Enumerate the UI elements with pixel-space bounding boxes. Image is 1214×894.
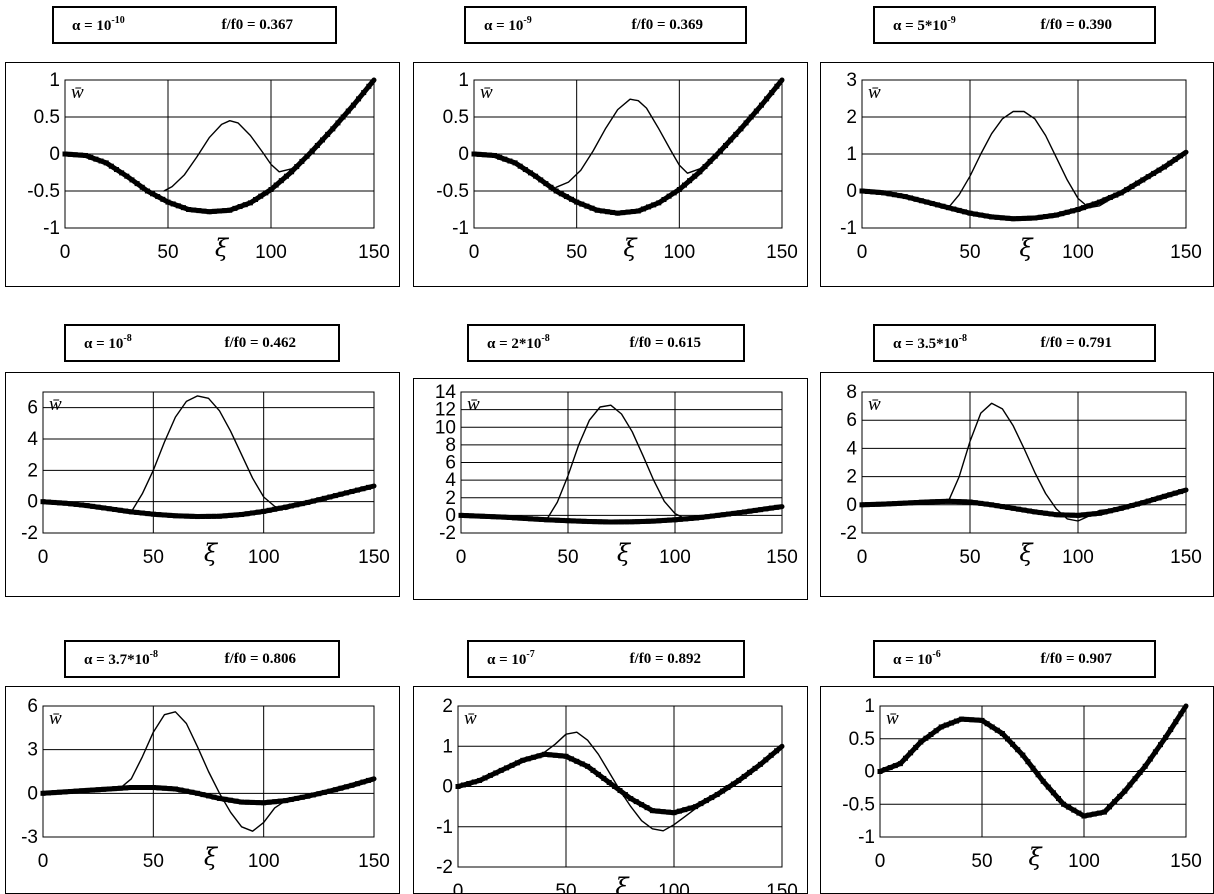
frequency-ratio-label: f/f0 = 0.390 [1040,16,1112,33]
alpha-label: α = 5*10-9 [893,14,956,35]
chart-frame [413,62,808,287]
chart-title-box: α = 10-9 f/f0 = 0.369 [464,6,747,44]
chart-frame [5,372,400,597]
chart-title-box: α = 10-10 f/f0 = 0.367 [52,6,337,44]
alpha-base: α = 10 [484,17,524,34]
chart-frame [820,686,1214,894]
alpha-label: α = 3.5*10-8 [893,332,968,353]
alpha-base: α = 3.7*10 [84,651,150,668]
chart-title-box: α = 10-8 f/f0 = 0.462 [64,324,340,362]
chart-title-box: α = 10-6 f/f0 = 0.907 [873,640,1156,678]
alpha-label: α = 10-9 [484,14,532,35]
frequency-ratio-label: f/f0 = 0.615 [629,334,701,351]
alpha-base: α = 2*10 [487,335,542,352]
chart-title-box: α = 2*10-8 f/f0 = 0.615 [467,324,745,362]
chart-frame [5,686,400,894]
alpha-base: α = 10 [893,651,933,668]
frequency-ratio-label: f/f0 = 0.369 [631,16,703,33]
chart-frame [820,62,1214,287]
alpha-exponent: -7 [526,648,535,660]
alpha-exponent: -6 [932,648,941,660]
frequency-ratio-label: f/f0 = 0.907 [1040,650,1112,667]
alpha-label: α = 2*10-8 [487,332,550,353]
chart-frame [820,372,1214,597]
frequency-ratio-label: f/f0 = 0.806 [224,650,296,667]
chart-title-box: α = 3.5*10-8 f/f0 = 0.791 [873,324,1156,362]
alpha-exponent: -9 [523,14,532,26]
alpha-exponent: -10 [111,14,125,26]
alpha-base: α = 10 [72,17,112,34]
frequency-ratio-label: f/f0 = 0.462 [224,334,296,351]
alpha-label: α = 10-8 [84,332,132,353]
chart-frame [413,686,808,894]
chart-title-box: α = 3.7*10-8 f/f0 = 0.806 [64,640,340,678]
alpha-exponent: -8 [541,332,550,344]
alpha-exponent: -8 [958,332,968,344]
alpha-exponent: -8 [123,332,132,344]
alpha-label: α = 10-10 [72,14,125,35]
chart-frame [5,62,400,287]
alpha-base: α = 3.5*10 [893,335,959,352]
chart-title-box: α = 5*10-9 f/f0 = 0.390 [873,6,1156,44]
chart-frame [413,378,808,600]
frequency-ratio-label: f/f0 = 0.791 [1040,334,1112,351]
frequency-ratio-label: f/f0 = 0.892 [629,650,701,667]
frequency-ratio-label: f/f0 = 0.367 [221,16,293,33]
chart-title-box: α = 10-7 f/f0 = 0.892 [467,640,745,678]
alpha-exponent: -8 [149,648,159,660]
alpha-label: α = 10-7 [487,648,535,669]
alpha-exponent: -9 [947,14,956,26]
alpha-label: α = 10-6 [893,648,941,669]
alpha-base: α = 5*10 [893,17,948,34]
alpha-base: α = 10 [84,335,124,352]
alpha-label: α = 3.7*10-8 [84,648,159,669]
alpha-base: α = 10 [487,651,527,668]
